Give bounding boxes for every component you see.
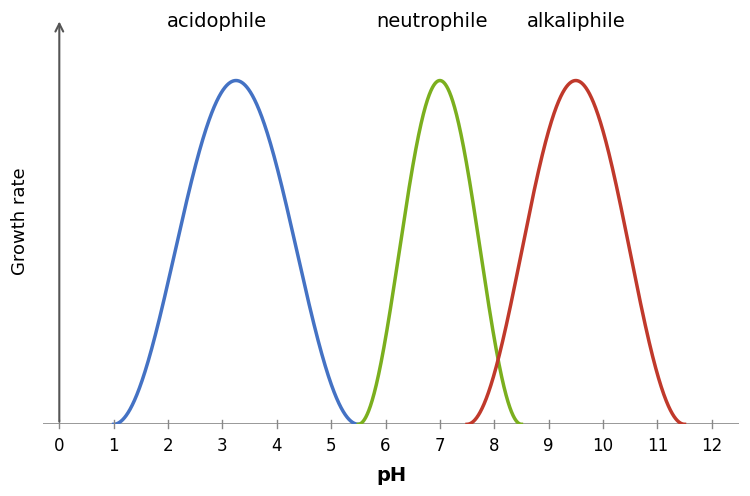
Text: acidophile: acidophile (167, 12, 267, 31)
Text: neutrophile: neutrophile (376, 12, 488, 31)
X-axis label: pH: pH (376, 466, 406, 485)
Text: alkaliphile: alkaliphile (526, 12, 626, 31)
Y-axis label: Growth rate: Growth rate (11, 168, 29, 275)
